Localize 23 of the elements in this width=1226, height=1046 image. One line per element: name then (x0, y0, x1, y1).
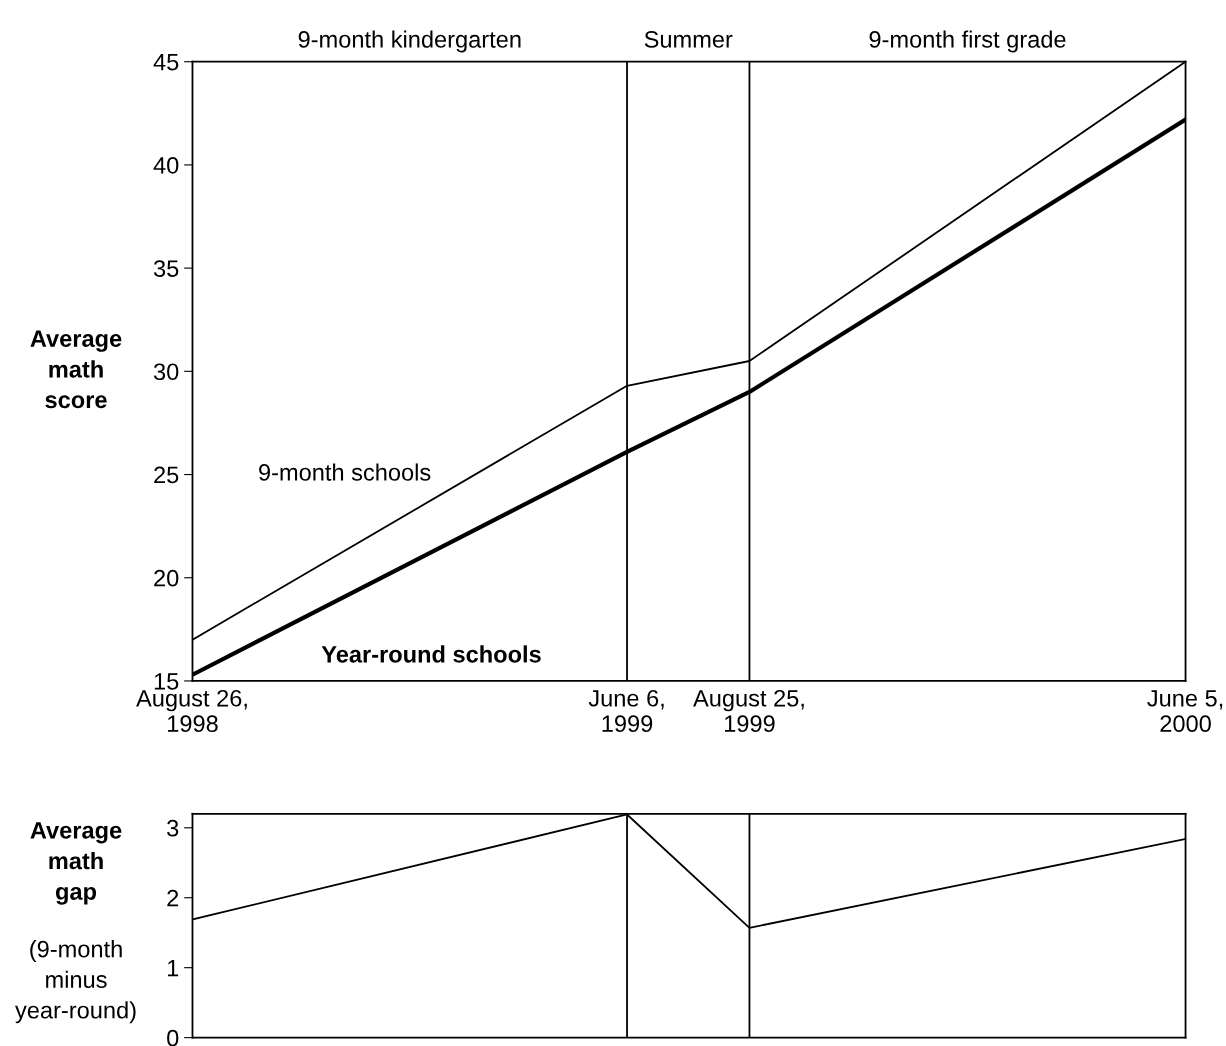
y-tick-label: 40 (153, 156, 179, 174)
x-tick-label: August 25, 1999 (693, 689, 804, 733)
text: (9-month minus year-round) (15, 940, 136, 1024)
y-axis-title: Average math gap (30, 822, 122, 905)
x-tick-label: August 26, 1998 (136, 689, 247, 733)
text: 9-month first grade (869, 30, 1066, 53)
y-tick-label: 30 (153, 363, 179, 381)
y-tick-label: 25 (154, 466, 179, 484)
y-tick-label: 45 (153, 54, 179, 71)
series-label: 9-month schools (259, 463, 431, 481)
x-tick-label: June 5, 2000 (1147, 690, 1223, 733)
text: Summer (644, 31, 733, 48)
y-tick-label: 1 (167, 959, 179, 977)
y-tick-label: 0 (167, 1029, 179, 1046)
x-tick-label: June 6, 1999 (588, 689, 664, 733)
y-axis-title: Average math score (30, 330, 122, 409)
series-label: Year-round schools (321, 645, 541, 663)
text: 9-month kindergarten (298, 30, 521, 53)
y-tick-label: 3 (167, 819, 179, 837)
y-tick-label: 15 (154, 673, 179, 690)
y-tick-label: 20 (154, 569, 179, 587)
y-tick-label: 2 (167, 889, 179, 907)
y-tick-label: 35 (153, 260, 179, 277)
